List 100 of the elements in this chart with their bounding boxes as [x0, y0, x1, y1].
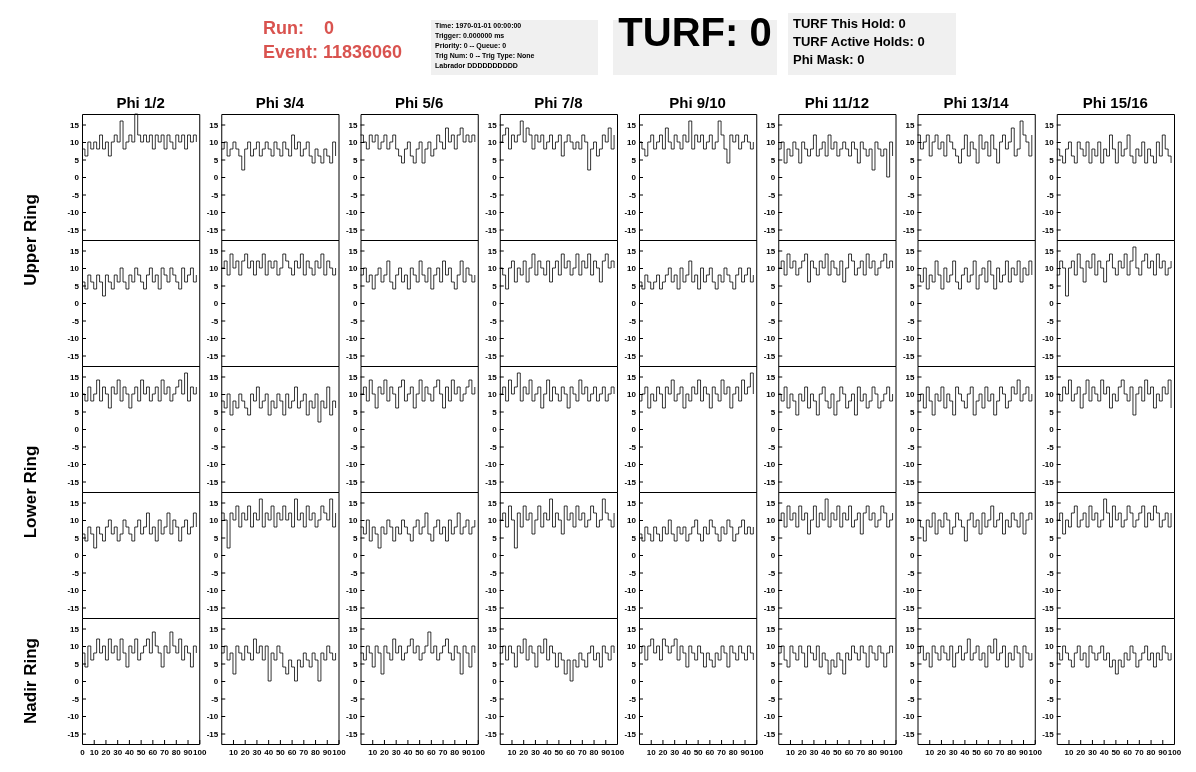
x-tick-label: 40 — [681, 747, 692, 757]
y-tick-label: -15 — [485, 477, 498, 487]
y-tick-label: 0 — [1049, 173, 1055, 183]
y-tick-label: 15 — [487, 624, 498, 634]
y-tick-label: -15 — [345, 477, 359, 487]
y-tick-label: 5 — [770, 407, 776, 417]
y-tick-label: -10 — [624, 334, 637, 344]
x-tick-label: 60 — [705, 747, 715, 757]
x-tick-label: 60 — [566, 747, 576, 757]
y-tick-label: 10 — [209, 264, 219, 274]
x-tick-label: 40 — [124, 747, 135, 757]
y-tick-label: -10 — [763, 712, 776, 722]
y-tick-label: -5 — [768, 442, 776, 452]
chart-title: Phi 15/16 — [1082, 94, 1148, 111]
x-tick-label: 50 — [275, 747, 286, 757]
y-tick-label: 5 — [353, 281, 359, 291]
y-tick-label: -10 — [345, 208, 359, 218]
y-tick-label: 10 — [348, 390, 359, 400]
y-tick-label: -10 — [1042, 460, 1055, 470]
chart-title: Phi 13/14 — [943, 94, 1010, 111]
x-tick-label: 90 — [1158, 747, 1168, 757]
y-tick-label: 5 — [74, 533, 80, 543]
x-tick-label: 10 — [646, 747, 657, 757]
x-tick-label: 10 — [89, 747, 100, 757]
y-tick-label: -15 — [67, 477, 80, 487]
y-tick-label: -5 — [768, 190, 776, 200]
x-tick-label: 70 — [438, 747, 449, 757]
chart-title: Phi 3/4 — [255, 94, 305, 111]
y-tick-label: 0 — [492, 425, 498, 435]
y-tick-label: 15 — [766, 498, 776, 508]
y-tick-label: 5 — [74, 407, 80, 417]
y-tick-label: -15 — [206, 225, 219, 235]
x-tick-label: 10 — [1064, 747, 1074, 757]
y-tick-label: 15 — [1044, 624, 1055, 634]
x-tick-label: 20 — [240, 747, 251, 757]
y-tick-label: 10 — [209, 138, 219, 148]
y-tick-label: 0 — [770, 677, 776, 687]
y-tick-label: 15 — [209, 246, 219, 256]
y-tick-label: -5 — [350, 568, 359, 578]
x-tick-label: 100 — [1028, 747, 1043, 757]
y-tick-label: 5 — [1049, 155, 1055, 165]
y-tick-label: 15 — [905, 498, 916, 508]
y-tick-label: -5 — [907, 442, 916, 452]
y-tick-label: -10 — [624, 208, 637, 218]
x-tick-label: 80 — [589, 747, 600, 757]
y-tick-label: 0 — [74, 551, 80, 561]
y-tick-label: 10 — [1044, 642, 1055, 652]
y-tick-label: 0 — [353, 551, 359, 561]
y-tick-label: -15 — [902, 225, 916, 235]
x-tick-label: 100 — [193, 747, 207, 757]
y-tick-label: -15 — [763, 729, 776, 739]
y-tick-label: 0 — [631, 299, 637, 309]
y-tick-label: 0 — [910, 551, 916, 561]
y-tick-label: 0 — [353, 299, 359, 309]
y-tick-label: -15 — [67, 603, 80, 613]
y-tick-label: -10 — [763, 460, 776, 470]
y-tick-label: 10 — [487, 264, 498, 274]
y-tick-label: 0 — [631, 425, 637, 435]
y-tick-label: -15 — [902, 729, 916, 739]
y-tick-label: -5 — [907, 316, 916, 326]
y-tick-label: 15 — [766, 246, 776, 256]
y-tick-label: -5 — [350, 442, 359, 452]
text: Phi Mask: 0 — [793, 52, 865, 67]
y-tick-label: 0 — [74, 425, 80, 435]
x-tick-label: 30 — [391, 747, 402, 757]
y-tick-label: -5 — [350, 694, 359, 704]
y-tick-label: 15 — [905, 624, 916, 634]
y-tick-label: -10 — [206, 460, 219, 470]
y-tick-label: -10 — [902, 334, 916, 344]
y-tick-label: 0 — [910, 299, 916, 309]
y-tick-label: 15 — [1044, 246, 1055, 256]
y-tick-label: 5 — [1049, 407, 1055, 417]
y-tick-label: 10 — [487, 642, 498, 652]
y-tick-label: 15 — [905, 372, 916, 382]
y-tick-label: 5 — [74, 659, 80, 669]
y-tick-label: 15 — [627, 624, 637, 634]
x-tick-label: 30 — [113, 747, 123, 757]
y-tick-label: 0 — [631, 677, 637, 687]
y-tick-label: -10 — [485, 586, 498, 596]
y-tick-label: 10 — [348, 642, 359, 652]
y-tick-label: -15 — [763, 351, 776, 361]
x-tick-label: 20 — [797, 747, 808, 757]
y-tick-label: 15 — [627, 246, 637, 256]
x-tick-label: 30 — [948, 747, 959, 757]
y-tick-label: -10 — [485, 208, 498, 218]
y-tick-label: 15 — [905, 246, 916, 256]
y-tick-label: 0 — [631, 173, 637, 183]
y-tick-label: -5 — [71, 316, 80, 326]
y-tick-label: 10 — [1044, 138, 1055, 148]
y-tick-label: -10 — [1042, 712, 1055, 722]
y-tick-label: 10 — [70, 390, 80, 400]
y-tick-label: 5 — [492, 659, 498, 669]
y-tick-label: -15 — [206, 351, 219, 361]
y-tick-label: 10 — [487, 516, 498, 526]
y-tick-label: -15 — [206, 603, 219, 613]
x-tick-label: 100 — [332, 747, 347, 757]
y-tick-label: -15 — [485, 603, 498, 613]
y-tick-label: -5 — [71, 442, 80, 452]
y-tick-label: 5 — [353, 659, 359, 669]
text: TURF This Hold: 0 — [793, 16, 906, 31]
